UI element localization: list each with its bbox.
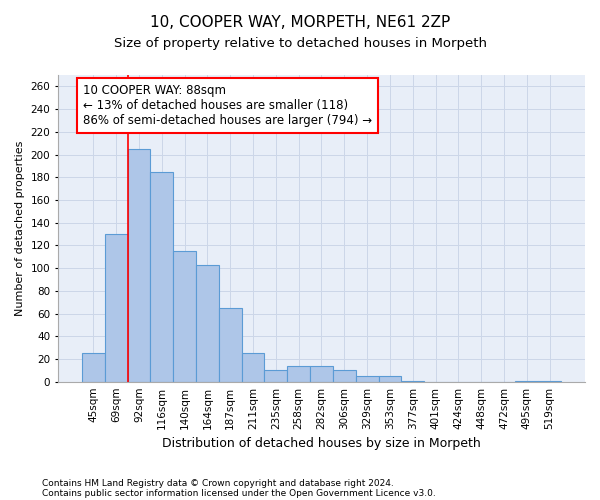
Text: Contains public sector information licensed under the Open Government Licence v3: Contains public sector information licen… [42,488,436,498]
Bar [401,380,424,382]
Text: 10 COOPER WAY: 88sqm
← 13% of detached houses are smaller (118)
86% of semi-deta: 10 COOPER WAY: 88sqm ← 13% of detached h… [83,84,372,127]
Bar [287,366,310,382]
Y-axis label: Number of detached properties: Number of detached properties [15,140,25,316]
Bar [379,376,401,382]
Bar [265,370,287,382]
Bar [515,380,538,382]
Bar [82,354,105,382]
Bar [105,234,128,382]
X-axis label: Distribution of detached houses by size in Morpeth: Distribution of detached houses by size … [162,437,481,450]
Text: Size of property relative to detached houses in Morpeth: Size of property relative to detached ho… [113,38,487,51]
Bar [128,149,151,382]
Text: Contains HM Land Registry data © Crown copyright and database right 2024.: Contains HM Land Registry data © Crown c… [42,478,394,488]
Bar [242,354,265,382]
Bar [151,172,173,382]
Bar [310,366,333,382]
Bar [538,380,561,382]
Bar [333,370,356,382]
Bar [196,264,219,382]
Bar [173,251,196,382]
Bar [356,376,379,382]
Bar [219,308,242,382]
Text: 10, COOPER WAY, MORPETH, NE61 2ZP: 10, COOPER WAY, MORPETH, NE61 2ZP [150,15,450,30]
